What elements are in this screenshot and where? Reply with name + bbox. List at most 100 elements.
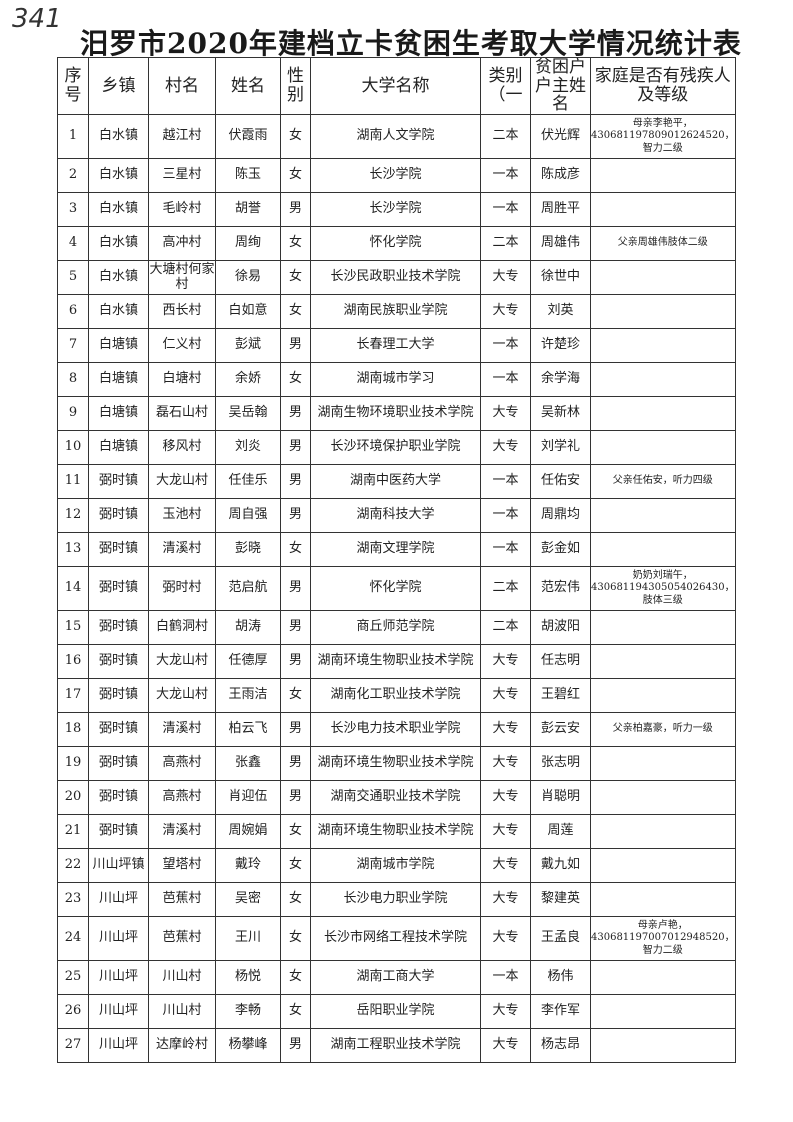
col-township-cell: 白水镇 [88,226,149,262]
table-row: 5 白水镇 大塘村何家村 徐易女长沙民政职业技术学院 大专 徐世中 [57,260,736,296]
col-name-cell: 刘炎 [215,430,281,466]
col-township-cell: 弼时镇 [88,746,149,782]
col-householder-cell: 许楚珍 [530,328,591,364]
table-row: 1 白水镇 越江村 伏霞雨女湖南人文学院 二本 伏光辉 母亲李艳平，430681197809… [57,114,736,160]
table-row: 26 川山坪 川山村 李畅女岳阳职业学院 大专 李作军 [57,994,736,1030]
handwritten-page-number: 341 [12,4,62,34]
col-householder-cell: 范宏伟 [530,566,591,612]
col-village-cell: 白塘村 [148,362,216,398]
col-gender-cell: 男 [280,328,311,364]
col-township-cell: 弼时镇 [88,566,149,612]
col-index-cell: 23 [57,882,89,918]
col-index-cell: 17 [57,678,89,714]
col-index-cell: 10 [57,430,89,466]
col-disability-cell [590,678,736,714]
col-name-cell: 胡誉 [215,192,281,228]
col-name-cell: 陈玉 [215,158,281,194]
col-gender-cell: 男 [280,610,311,646]
col-index-cell: 20 [57,780,89,816]
col-index-cell: 18 [57,712,89,748]
col-university-cell: 湖南交通职业技术学院 [310,780,481,816]
col-township-cell: 弼时镇 [88,780,149,816]
col-name-cell: 柏云飞 [215,712,281,748]
col-gender-cell: 男 [280,430,311,466]
col-village-cell: 大龙山村 [148,464,216,500]
col-index-cell: 1 [57,114,89,160]
col-university-cell: 长沙环境保护职业学院 [310,430,481,466]
col-disability-cell: 父亲任佑安，听力四级 [590,464,736,500]
col-gender-cell: 女 [280,678,311,714]
col-disability-cell [590,192,736,228]
col-category-header: 类别（一 [480,56,531,116]
col-category-cell: 一本 [480,532,531,568]
col-township-cell: 白塘镇 [88,362,149,398]
col-township-cell: 弼时镇 [88,678,149,714]
col-gender-cell: 女 [280,294,311,330]
col-village-cell: 达摩岭村 [148,1028,216,1064]
col-disability-header: 家庭是否有残疾人及等级 [590,56,736,116]
col-name-cell: 周自强 [215,498,281,534]
col-index-cell: 24 [57,916,89,962]
col-name-header: 姓名 [215,56,281,116]
col-gender-cell: 女 [280,362,311,398]
col-university-cell: 湖南文理学院 [310,532,481,568]
col-gender-cell: 男 [280,498,311,534]
col-university-cell: 湖南科技大学 [310,498,481,534]
col-category-cell: 大专 [480,814,531,850]
col-university-cell: 湖南工程职业技术学院 [310,1028,481,1064]
table-row: 17 弼时镇 大龙山村 王雨洁女湖南化工职业技术学院 大专 王碧红 [57,678,736,714]
col-householder-cell: 彭云安 [530,712,591,748]
col-gender-header: 性别 [280,56,311,116]
col-name-cell: 王川 [215,916,281,962]
col-disability-cell [590,1028,736,1064]
col-township-cell: 白塘镇 [88,430,149,466]
col-householder-cell: 余学海 [530,362,591,398]
table-row: 23 川山坪 芭蕉村 吴密女长沙电力职业学院 大专 黎建英 [57,882,736,918]
col-category-cell: 一本 [480,362,531,398]
col-village-cell: 大龙山村 [148,644,216,680]
col-village-cell: 磊石山村 [148,396,216,432]
col-category-cell: 大专 [480,712,531,748]
col-index-cell: 4 [57,226,89,262]
table-row: 13 弼时镇 清溪村 彭晓女湖南文理学院 一本 彭金如 [57,532,736,568]
col-township-cell: 弼时镇 [88,498,149,534]
col-disability-cell [590,396,736,432]
col-gender-cell: 女 [280,260,311,296]
col-index-cell: 19 [57,746,89,782]
col-name-cell: 余娇 [215,362,281,398]
col-township-cell: 白塘镇 [88,396,149,432]
col-village-cell: 川山村 [148,960,216,996]
col-householder-cell: 徐世中 [530,260,591,296]
col-village-cell: 三星村 [148,158,216,194]
col-householder-cell: 伏光辉 [530,114,591,160]
col-householder-cell: 陈成彦 [530,158,591,194]
col-disability-cell [590,260,736,296]
col-householder-cell: 黎建英 [530,882,591,918]
col-name-cell: 肖迎伍 [215,780,281,816]
col-index-cell: 15 [57,610,89,646]
col-category-cell: 二本 [480,566,531,612]
table-row: 16 弼时镇 大龙山村 任德厚男湖南环境生物职业技术学院 大专 任志明 [57,644,736,680]
col-village-header: 村名 [148,56,216,116]
col-category-cell: 一本 [480,158,531,194]
col-village-cell: 越江村 [148,114,216,160]
col-householder-cell: 周鼎均 [530,498,591,534]
col-name-cell: 徐易 [215,260,281,296]
col-index-cell: 25 [57,960,89,996]
col-township-cell: 弼时镇 [88,644,149,680]
table-row: 15 弼时镇 白鹤洞村 胡涛男商丘师范学院 二本 胡波阳 [57,610,736,646]
table-row: 21 弼时镇 清溪村 周婉娟女湖南环境生物职业技术学院 大专 周莲 [57,814,736,850]
col-disability-cell [590,746,736,782]
col-name-cell: 胡涛 [215,610,281,646]
col-name-cell: 张鑫 [215,746,281,782]
col-householder-cell: 任佑安 [530,464,591,500]
col-householder-cell: 刘英 [530,294,591,330]
col-village-cell: 清溪村 [148,814,216,850]
col-householder-cell: 王孟良 [530,916,591,962]
col-gender-cell: 女 [280,158,311,194]
col-township-cell: 川山坪 [88,882,149,918]
col-township-cell: 川山坪 [88,960,149,996]
col-gender-cell: 男 [280,566,311,612]
col-index-cell: 12 [57,498,89,534]
col-university-cell: 怀化学院 [310,566,481,612]
